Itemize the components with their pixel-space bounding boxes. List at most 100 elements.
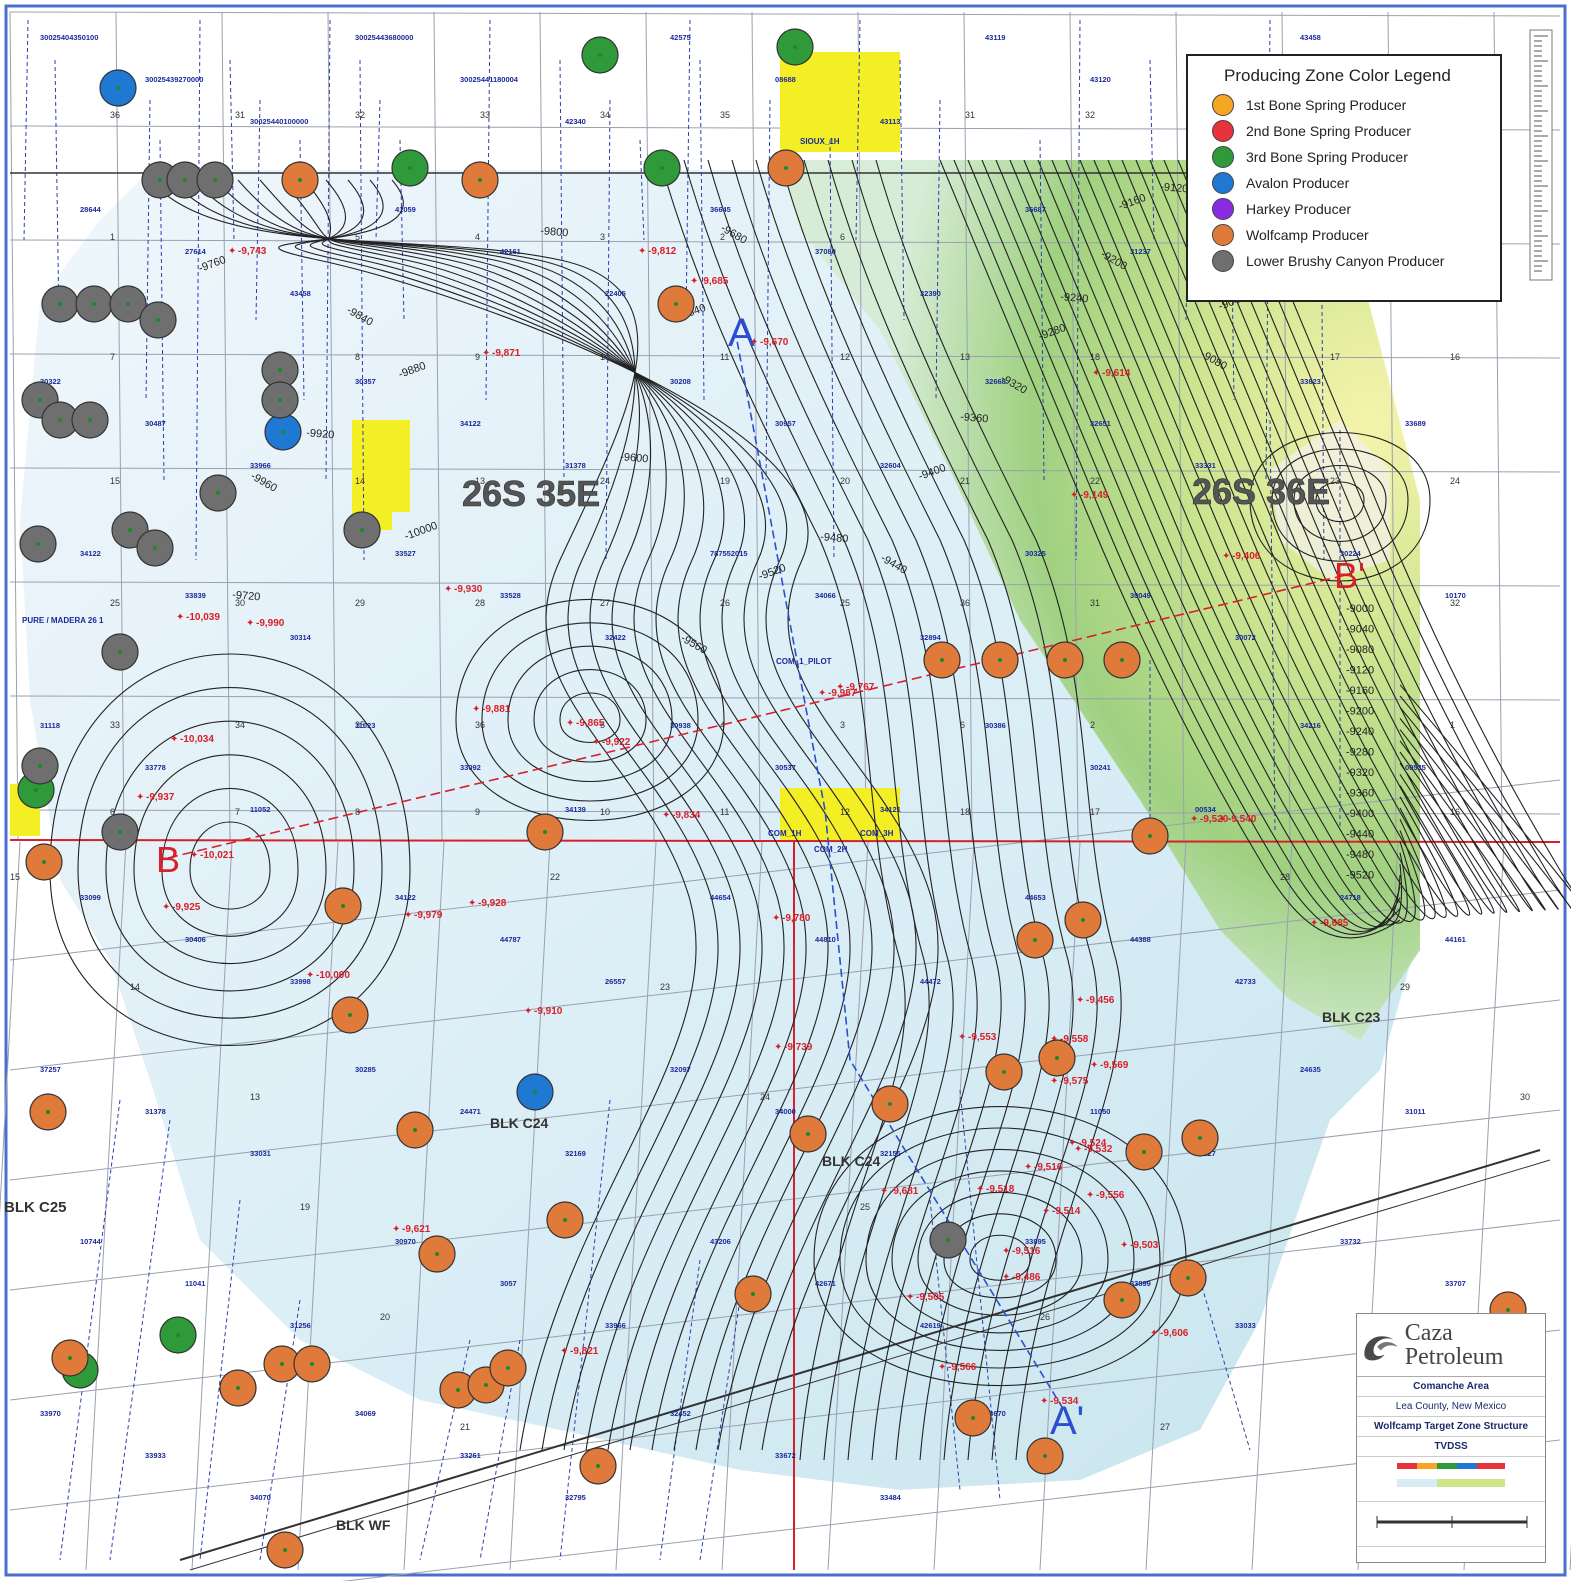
section-number: 6 <box>960 720 965 730</box>
well-label: 37080 <box>815 247 836 256</box>
contour-line <box>1271 448 1409 562</box>
section-number: 21 <box>460 1422 470 1432</box>
section-number: 10 <box>600 352 610 362</box>
well-label: 24471 <box>460 1107 481 1116</box>
well-symbol-icon: ✦ <box>404 910 412 921</box>
well-label: 33670 <box>985 1409 1006 1418</box>
well-label: 31256 <box>290 1321 311 1330</box>
section-line <box>221 11 231 841</box>
well-label: 26557 <box>605 977 626 986</box>
section-number: 12 <box>840 807 850 817</box>
well-label: 34122 <box>80 549 101 558</box>
well-symbol-icon: ✦ <box>1024 1162 1032 1173</box>
legend-items: 1st Bone Spring Producer 2nd Bone Spring … <box>1212 92 1488 274</box>
area-name: Comanche Area <box>1357 1377 1545 1397</box>
well-center-icon <box>484 1383 488 1387</box>
well-label: 08688 <box>775 75 796 84</box>
section-line <box>9 1329 1561 1511</box>
well-label: 30487 <box>145 419 166 428</box>
well-trajectory <box>229 59 235 241</box>
well-trajectory <box>659 1259 701 1561</box>
contour-label: -9720 <box>232 589 261 603</box>
section-number: 32 <box>1450 598 1460 608</box>
section-number: 24 <box>760 1092 770 1102</box>
contour-line <box>1233 159 1571 892</box>
section-number: 15 <box>10 872 20 882</box>
section-number: 20 <box>380 1312 390 1322</box>
well-center-icon <box>92 302 96 306</box>
section-number: 23 <box>1330 476 1340 486</box>
section-number: 3 <box>600 232 605 242</box>
section-number: 34 <box>235 720 245 730</box>
cross-section-label-b: B <box>156 839 180 880</box>
section-line <box>615 841 657 1571</box>
well-center-icon <box>1002 1070 1006 1074</box>
legend-item: Lower Brushy Canyon Producer <box>1212 248 1488 274</box>
section-number: 28 <box>475 598 485 608</box>
com-1h-label: COM_1H <box>768 829 802 838</box>
well-label: 30025441180004 <box>460 75 519 84</box>
well-center-icon <box>596 1464 600 1468</box>
well-center-icon <box>58 302 62 306</box>
township-line-horizontal <box>9 839 1561 843</box>
contour-lines <box>49 159 1571 1461</box>
legend-swatch-icon <box>1212 94 1234 116</box>
well-trajectory <box>54 59 60 321</box>
contour-line <box>161 788 299 937</box>
well-symbol-icon: ✦ <box>1050 1076 1058 1087</box>
well-trajectory <box>59 1099 121 1561</box>
section-number: 4 <box>720 720 725 730</box>
value-label: -9,406 <box>1232 551 1261 562</box>
section-line <box>403 841 445 1571</box>
well-center-icon <box>751 1292 755 1296</box>
well-center-icon <box>176 1333 180 1337</box>
well-center-icon <box>38 398 42 402</box>
value-label: -9,685 <box>1320 918 1349 929</box>
well-center-icon <box>456 1388 460 1392</box>
section-number: 28 <box>1280 872 1290 882</box>
section-number: 10 <box>600 807 610 817</box>
well-label: 33899 <box>1130 1279 1151 1288</box>
well-label: 33707 <box>1445 1279 1466 1288</box>
well-center-icon <box>1063 658 1067 662</box>
well-label: 43458 <box>1300 33 1321 42</box>
well-center-icon <box>435 1252 439 1256</box>
right-scale-label: -9320 <box>1346 767 1374 779</box>
value-label: -9,871 <box>492 348 521 359</box>
contour-line <box>278 179 939 1451</box>
well-label: 33261 <box>460 1451 481 1460</box>
well-label: 30049 <box>1130 591 1151 600</box>
color-scale-bar <box>1357 1457 1545 1502</box>
distance-scale-bar <box>1357 1502 1545 1547</box>
value-label: -10,039 <box>186 612 220 623</box>
contour-line <box>1023 159 1408 924</box>
well-center-icon <box>563 1218 567 1222</box>
legend-item: 2nd Bone Spring Producer <box>1212 118 1488 144</box>
well-center-icon <box>1120 1298 1124 1302</box>
section-line <box>509 841 551 1571</box>
well-trajectory <box>699 59 705 401</box>
well-label: 33895 <box>1025 1237 1046 1246</box>
section-number: 2 <box>1090 720 1095 730</box>
section-number: 11 <box>720 807 729 817</box>
well-center-icon <box>42 860 46 864</box>
section-number: 25 <box>840 598 850 608</box>
well-label: 43113 <box>880 117 900 126</box>
well-center-icon <box>598 53 602 57</box>
well-symbol-icon: ✦ <box>472 704 480 715</box>
section-line <box>115 11 125 841</box>
well-center-icon <box>278 398 282 402</box>
section-line <box>9 11 19 841</box>
value-label: -9,990 <box>256 618 285 629</box>
section-number: 30 <box>1520 1092 1530 1102</box>
contour-line <box>865 1148 1135 1351</box>
contour-line <box>659 159 906 1461</box>
section-number: 2 <box>720 232 725 242</box>
well-center-icon <box>660 166 664 170</box>
color-scale-icon <box>1397 1463 1505 1487</box>
sioux-label: SIOUX_1H <box>800 137 840 146</box>
value-label: -9,987 <box>828 688 857 699</box>
right-scale-label: -9160 <box>1346 685 1374 697</box>
producing-wells[interactable] <box>17 28 1527 1569</box>
right-scale-label: -9280 <box>1346 747 1374 759</box>
